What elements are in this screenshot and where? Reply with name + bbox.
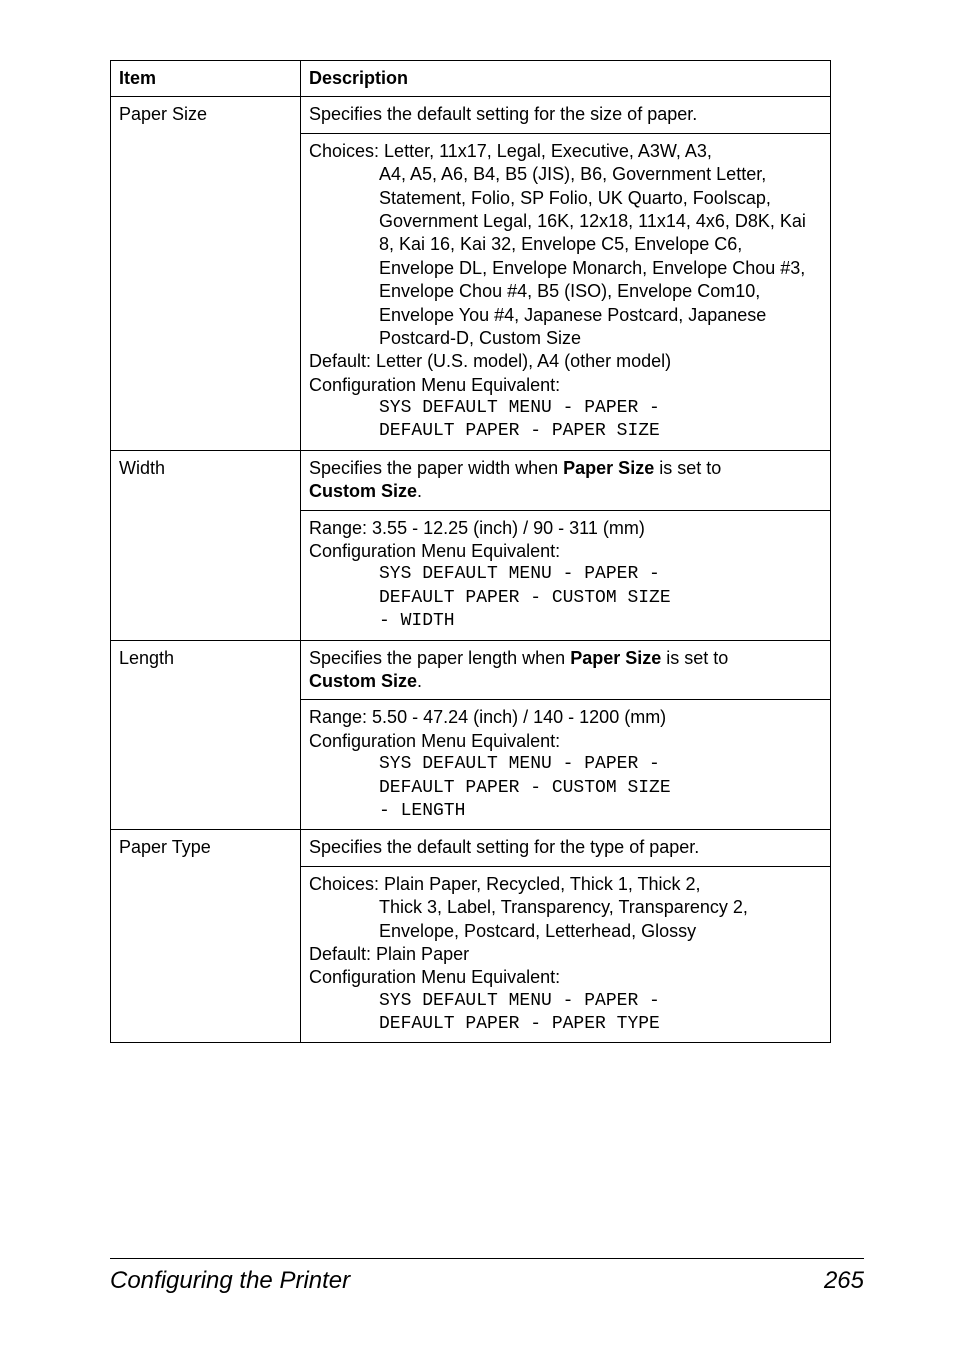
spec-table: Item Description Paper Size Specifies th… — [110, 60, 831, 1043]
width-summary-post: . — [417, 481, 422, 501]
cfg-mono-1: SYS DEFAULT MENU - PAPER - — [309, 563, 822, 586]
range-line: Range: 3.55 - 12.25 (inch) / 90 - 311 (m… — [309, 517, 822, 540]
cell-length-detail: Range: 5.50 - 47.24 (inch) / 140 - 1200 … — [301, 700, 831, 830]
footer-line: Configuring the Printer 265 — [110, 1267, 864, 1295]
cell-paper-type-label: Paper Type — [111, 830, 301, 1043]
cfg-mono-2: DEFAULT PAPER - CUSTOM SIZE — [309, 777, 822, 800]
cell-paper-type-summary: Specifies the default setting for the ty… — [301, 830, 831, 866]
cell-width-label: Width — [111, 450, 301, 640]
length-summary-mid: is set to — [661, 648, 728, 668]
cell-width-summary: Specifies the paper width when Paper Siz… — [301, 450, 831, 510]
choices-first: Letter, 11x17, Legal, Executive, A3W, A3… — [384, 141, 712, 161]
col-header-description: Description — [301, 61, 831, 97]
row-width-summary: Width Specifies the paper width when Pap… — [111, 450, 831, 510]
cell-paper-size-detail: Choices: Letter, 11x17, Legal, Executive… — [301, 133, 831, 450]
width-summary-bold: Paper Size — [563, 458, 654, 478]
cell-length-label: Length — [111, 640, 301, 830]
page: Item Description Paper Size Specifies th… — [0, 0, 954, 1350]
cfg-mono-2: DEFAULT PAPER - PAPER TYPE — [309, 1013, 822, 1036]
width-summary-pre: Specifies the paper width when — [309, 458, 563, 478]
length-summary-pre: Specifies the paper length when — [309, 648, 570, 668]
choices-line: Choices: Letter, 11x17, Legal, Executive… — [309, 140, 822, 163]
length-summary-bold2: Custom Size — [309, 671, 417, 691]
width-summary-mid: is set to — [654, 458, 721, 478]
col-header-item: Item — [111, 61, 301, 97]
footer-title: Configuring the Printer — [110, 1267, 350, 1295]
row-paper-type-summary: Paper Type Specifies the default setting… — [111, 830, 831, 866]
cfg-label: Configuration Menu Equivalent: — [309, 374, 822, 397]
choices-label: Choices: — [309, 874, 379, 894]
cfg-mono-3: - WIDTH — [309, 610, 822, 633]
cfg-mono-1: SYS DEFAULT MENU - PAPER - — [309, 753, 822, 776]
cell-paper-size-summary: Specifies the default setting for the si… — [301, 97, 831, 133]
cfg-mono-3: - LENGTH — [309, 800, 822, 823]
cfg-mono-2: DEFAULT PAPER - CUSTOM SIZE — [309, 587, 822, 610]
cfg-label: Configuration Menu Equivalent: — [309, 966, 822, 989]
choices-first: Plain Paper, Recycled, Thick 1, Thick 2, — [384, 874, 701, 894]
length-summary-post: . — [417, 671, 422, 691]
range-line: Range: 5.50 - 47.24 (inch) / 140 - 1200 … — [309, 706, 822, 729]
length-summary-bold: Paper Size — [570, 648, 661, 668]
cfg-mono-1: SYS DEFAULT MENU - PAPER - — [309, 397, 822, 420]
page-number: 265 — [824, 1267, 864, 1295]
cell-length-summary: Specifies the paper length when Paper Si… — [301, 640, 831, 700]
cell-width-detail: Range: 3.55 - 12.25 (inch) / 90 - 311 (m… — [301, 510, 831, 640]
cfg-mono-1: SYS DEFAULT MENU - PAPER - — [309, 990, 822, 1013]
row-length-summary: Length Specifies the paper length when P… — [111, 640, 831, 700]
cell-paper-type-detail: Choices: Plain Paper, Recycled, Thick 1,… — [301, 866, 831, 1043]
row-paper-size-summary: Paper Size Specifies the default setting… — [111, 97, 831, 133]
default-line: Default: Letter (U.S. model), A4 (other … — [309, 350, 822, 373]
cell-paper-size-label: Paper Size — [111, 97, 301, 450]
choices-rest: Thick 3, Label, Transparency, Transparen… — [309, 896, 822, 943]
cfg-mono-2: DEFAULT PAPER - PAPER SIZE — [309, 420, 822, 443]
width-summary-bold2: Custom Size — [309, 481, 417, 501]
choices-label: Choices: — [309, 141, 379, 161]
default-line: Default: Plain Paper — [309, 943, 822, 966]
page-footer: Configuring the Printer 265 — [110, 1258, 864, 1295]
cfg-label: Configuration Menu Equivalent: — [309, 730, 822, 753]
choices-rest: A4, A5, A6, B4, B5 (JIS), B6, Government… — [309, 163, 822, 350]
table-header-row: Item Description — [111, 61, 831, 97]
choices-line: Choices: Plain Paper, Recycled, Thick 1,… — [309, 873, 822, 896]
footer-rule — [110, 1258, 864, 1259]
cfg-label: Configuration Menu Equivalent: — [309, 540, 822, 563]
